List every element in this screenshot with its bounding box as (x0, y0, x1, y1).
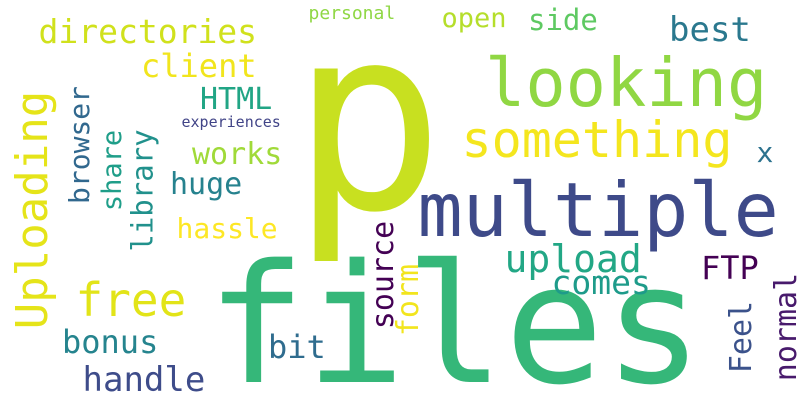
word-files: files (206, 228, 704, 400)
word-comes: comes (551, 262, 651, 302)
word-library: library (125, 128, 160, 252)
word-best: best (669, 10, 751, 50)
word-p: p (291, 0, 445, 269)
word-uploading: Uploading (7, 90, 59, 330)
word-experiences: experiences (181, 112, 281, 131)
word-upload: upload (504, 237, 642, 281)
word-side: side (528, 2, 598, 37)
word-x: x (756, 136, 774, 169)
word-share: share (96, 129, 128, 211)
word-bonus: bonus (62, 323, 159, 361)
word-free: free (75, 273, 187, 327)
word-huge: huge (170, 167, 243, 202)
word-html: HTML (200, 82, 273, 117)
word-hassle: hassle (176, 212, 278, 245)
word-open: open (441, 2, 507, 34)
word-directories: directories (38, 11, 258, 51)
word-something: something (461, 111, 733, 169)
word-handle: handle (82, 360, 206, 400)
word-personal: personal (308, 3, 396, 24)
word-client: client (141, 47, 257, 85)
word-feel: Feel (724, 300, 760, 374)
word-bit: bit (268, 328, 326, 366)
word-multiple: multiple (417, 165, 779, 254)
word-ftp: FTP (701, 249, 759, 287)
word-looking: looking (485, 43, 768, 122)
word-normal: normal (769, 272, 800, 382)
word-works: works (192, 137, 283, 172)
word-form: form (391, 263, 427, 337)
word-browser: browser (63, 85, 97, 205)
